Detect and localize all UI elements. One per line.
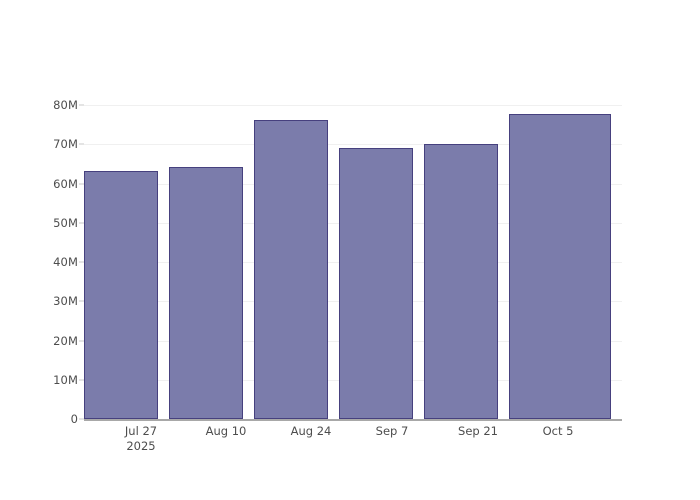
y-tick-label-20m: 20M (53, 333, 78, 348)
x-tick-label-jul-27: Jul 27 2025 (125, 424, 157, 454)
x-tick-label-aug-24: Aug 24 (290, 424, 332, 438)
y-tick-mark-20m (79, 340, 84, 341)
y-tick-label-50m: 50M (53, 215, 78, 230)
x-tick-line1: Jul 27 (124, 424, 158, 438)
bar-jul-27[interactable] (84, 171, 158, 419)
y-tick-label-30m: 30M (53, 294, 78, 309)
y-tick-label-10m: 10M (53, 372, 78, 387)
y-tick-mark-50m (79, 222, 84, 224)
x-tick-line2: 2025 (126, 439, 156, 453)
gridline-70m (84, 144, 622, 146)
y-tick-mark-60m (79, 183, 84, 184)
bar-sep-7[interactable] (339, 148, 413, 419)
y-tick-mark-0 (79, 418, 84, 420)
x-tick-label-sep-7: Sep 7 (375, 424, 409, 438)
bar-sep-21[interactable] (424, 144, 498, 419)
y-tick-label-70m: 70M (53, 137, 78, 152)
y-tick-label-60m: 60M (53, 176, 78, 191)
x-axis-line (84, 419, 622, 421)
y-tick-mark-30m (79, 300, 84, 302)
y-tick-label-80m: 80M (53, 98, 78, 112)
x-tick-label-aug-10: Aug 10 (205, 424, 247, 438)
x-tick-label-oct-5: Oct 5 (542, 424, 574, 438)
gridline-80m (84, 105, 622, 106)
y-axis: 80M 70M 60M 50M 40M 30M 20M 10M 0 (0, 0, 84, 500)
y-tick-label-0: 0 (70, 412, 78, 426)
y-tick-mark-70m (79, 143, 84, 145)
bar-aug-24[interactable] (254, 120, 328, 419)
bar-oct-5[interactable] (509, 114, 611, 419)
y-tick-mark-40m (79, 261, 84, 263)
y-tick-mark-10m (79, 379, 84, 381)
y-tick-mark-80m (79, 104, 84, 106)
bar-aug-10[interactable] (169, 167, 243, 419)
y-tick-label-40m: 40M (53, 255, 78, 269)
x-tick-label-sep-21: Sep 21 (458, 424, 498, 438)
